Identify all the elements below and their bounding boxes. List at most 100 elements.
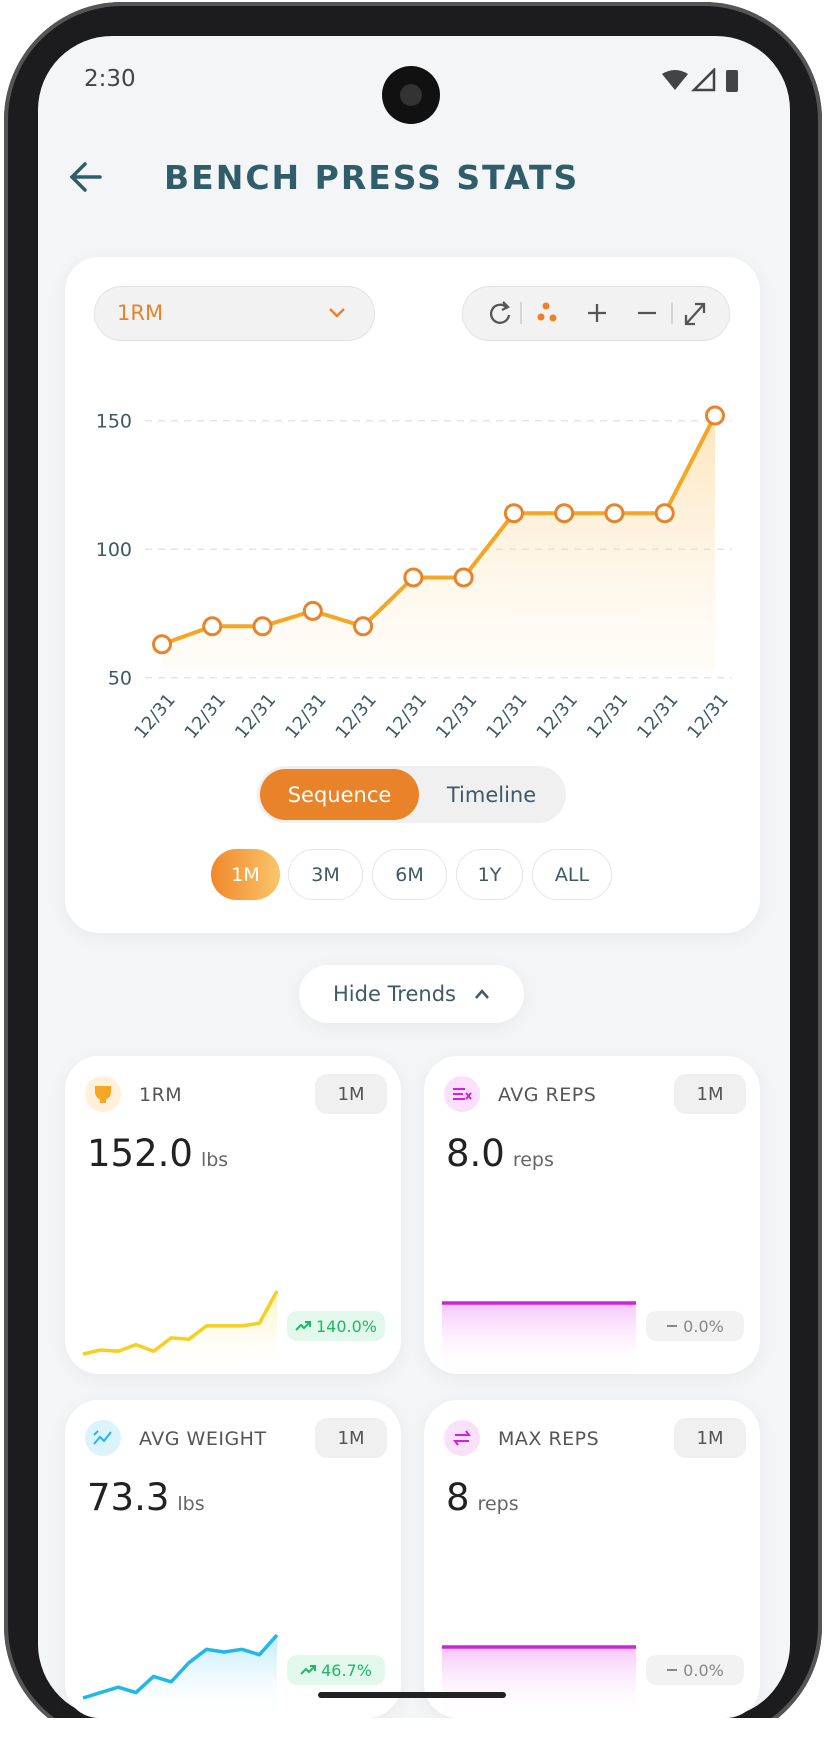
card-unit: reps <box>477 1493 519 1515</box>
card-icon <box>93 1430 112 1445</box>
chart-toolbar <box>462 286 730 341</box>
metric-dropdown[interactable]: 1RM <box>94 286 375 341</box>
change-badge: 46.7% <box>287 1655 385 1685</box>
reset-button[interactable] <box>489 301 511 324</box>
data-point <box>403 567 424 588</box>
x-tick-label: 12/31 <box>130 690 179 743</box>
change-badge: 0.0% <box>646 1311 744 1341</box>
range-button[interactable]: 6M <box>372 849 447 900</box>
x-tick-label: 12/31 <box>683 690 732 743</box>
range-button[interactable]: ALL <box>532 849 612 900</box>
dropdown-icon <box>329 308 345 318</box>
card-value: 8 <box>446 1476 470 1519</box>
data-point <box>152 634 172 655</box>
change-badge: 0.0% <box>646 1655 744 1685</box>
card-unit: lbs <box>177 1493 205 1515</box>
x-tick-label: 12/31 <box>432 690 481 743</box>
card-period[interactable]: 1M <box>674 1418 746 1458</box>
metric-label: 1RM <box>117 301 164 325</box>
status-time: 2:30 <box>84 66 136 92</box>
card-value: 73.3 <box>87 1476 170 1519</box>
home-indicator <box>318 1692 506 1698</box>
card-label: MAX REPS <box>498 1428 600 1450</box>
trends-toggle[interactable]: Hide Trends <box>299 965 524 1023</box>
x-tick-label: 12/31 <box>181 690 230 743</box>
data-point <box>604 503 625 524</box>
x-tick-label: 12/31 <box>633 690 682 743</box>
view-mode-button[interactable]: Sequence <box>260 769 419 820</box>
data-point <box>252 616 273 637</box>
x-tick-label: 12/31 <box>231 690 280 743</box>
page-title: BENCH PRESS STATS <box>164 158 580 197</box>
data-point <box>654 503 675 524</box>
card-period[interactable]: 1M <box>315 1074 387 1114</box>
camera <box>382 66 440 124</box>
y-tick-label: 100 <box>96 539 132 561</box>
trends-toggle-label: Hide Trends <box>333 982 456 1006</box>
data-point <box>705 405 725 426</box>
card-value-row: 152.0 lbs <box>87 1132 228 1175</box>
card-value: 152.0 <box>87 1132 193 1175</box>
zoom-in-button[interactable] <box>588 304 606 322</box>
x-tick-label: 12/31 <box>331 690 380 743</box>
card-label: 1RM <box>139 1084 183 1106</box>
card-icon <box>453 1430 471 1446</box>
range-button[interactable]: 3M <box>288 849 363 900</box>
card-icon <box>95 1086 111 1103</box>
data-point <box>503 503 524 524</box>
card-icon-bg <box>85 1420 121 1456</box>
card-period[interactable]: 1M <box>674 1074 746 1114</box>
card-icon <box>453 1088 472 1100</box>
sparkline-area <box>442 1303 636 1374</box>
range-button[interactable]: 1Y <box>456 849 523 900</box>
range-button[interactable]: 1M <box>211 849 280 900</box>
change-label: 46.7% <box>321 1660 372 1680</box>
trend-up-icon <box>295 1321 311 1331</box>
view-mode-button[interactable]: Timeline <box>446 782 537 807</box>
data-point <box>554 503 575 524</box>
change-label: 140.0% <box>315 1316 377 1336</box>
data-point <box>353 616 374 637</box>
card-label: AVG REPS <box>498 1084 597 1106</box>
card-value: 8.0 <box>446 1132 505 1175</box>
trend-flat-icon <box>667 1325 678 1327</box>
frame-bottom <box>0 1718 828 1749</box>
card-value-row: 8.0 reps <box>446 1132 554 1175</box>
chevron-up <box>475 989 489 999</box>
card-label: AVG WEIGHT <box>139 1428 267 1450</box>
line-area <box>162 415 715 670</box>
x-tick-label: 12/31 <box>482 690 531 743</box>
trend-up-icon <box>300 1665 317 1675</box>
sparkline-area <box>442 1647 636 1718</box>
card-unit: lbs <box>200 1149 229 1171</box>
change-label: 0.0% <box>683 1316 724 1336</box>
card-icon-bg <box>444 1420 480 1456</box>
change-label: 0.0% <box>683 1660 724 1680</box>
sparkline-area <box>83 1635 277 1718</box>
sparkline <box>82 1633 279 1700</box>
back-button[interactable] <box>68 160 104 194</box>
data-point <box>302 600 323 621</box>
card-unit: reps <box>512 1149 554 1171</box>
data-point <box>453 567 474 588</box>
y-tick-label: 150 <box>96 411 132 433</box>
fullscreen-button[interactable] <box>684 302 706 326</box>
y-tick-label: 50 <box>108 668 132 690</box>
pan-button[interactable] <box>537 302 557 322</box>
card-value-row: 73.3 lbs <box>87 1476 205 1519</box>
toolbar-icons <box>489 301 706 326</box>
x-tick-label: 12/31 <box>281 690 330 743</box>
x-tick-label: 12/31 <box>583 690 632 743</box>
card-value-row: 8 reps <box>446 1476 519 1519</box>
change-badge: 140.0% <box>287 1311 385 1341</box>
status-icons <box>662 68 738 92</box>
data-point <box>202 616 223 637</box>
sparkline <box>82 1290 279 1356</box>
x-tick-label: 12/31 <box>533 690 582 743</box>
card-period[interactable]: 1M <box>315 1418 387 1458</box>
sparkline-area <box>83 1291 277 1374</box>
x-tick-label: 12/31 <box>382 690 431 743</box>
trend-flat-icon <box>667 1669 678 1671</box>
